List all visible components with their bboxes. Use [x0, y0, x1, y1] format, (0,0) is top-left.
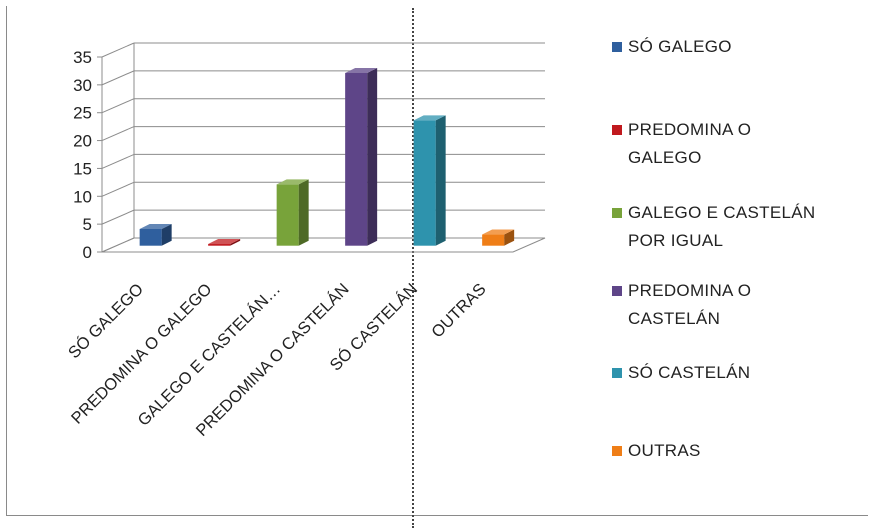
y-tick-label: 5 — [83, 215, 92, 234]
y-tick-label: 20 — [73, 132, 92, 151]
bar-top — [413, 115, 446, 121]
x-category-label: PREDOMINA O GALEGO — [68, 280, 216, 428]
bar-front — [345, 72, 368, 246]
bar-side — [230, 239, 241, 246]
legend-label: OUTRAS — [628, 441, 701, 460]
bar-top — [276, 179, 309, 185]
y-tick-label: 25 — [73, 104, 92, 123]
legend-swatch — [612, 125, 622, 135]
x-category-label: OUTRAS — [428, 280, 489, 341]
legend-swatch — [612, 446, 622, 456]
legend-swatch — [612, 286, 622, 296]
legend-label: SÓ GALEGO — [628, 37, 732, 56]
bar-front — [139, 228, 162, 246]
legend-swatch — [612, 208, 622, 218]
bar-top — [482, 229, 515, 235]
bar-2 — [208, 239, 241, 246]
legend-item-5: SÓ CASTELÁN — [612, 363, 750, 382]
bar-front — [413, 120, 436, 246]
bar-side — [504, 229, 515, 246]
bar-side — [298, 179, 309, 246]
y-tick-label: 35 — [73, 48, 92, 67]
y-axis-ticks: 0 5 10 15 20 25 30 35 — [73, 48, 92, 262]
legend-label: PREDOMINA O — [628, 281, 751, 300]
legend-item-6: OUTRAS — [612, 441, 701, 460]
bar-4 — [345, 67, 378, 246]
gridline-side — [101, 209, 135, 225]
bar-side — [367, 67, 378, 246]
gridline-side — [101, 126, 135, 142]
legend-label: CASTELÁN — [628, 309, 720, 328]
gridline-side — [101, 153, 135, 169]
legend-item-1: SÓ GALEGO — [612, 37, 732, 56]
legend-label: PREDOMINA O — [628, 120, 751, 139]
gridlines — [97, 42, 545, 253]
y-tick-label: 0 — [83, 243, 92, 262]
legend-swatch — [612, 368, 622, 378]
bar-front — [482, 234, 505, 246]
y-tick-label: 30 — [73, 76, 92, 95]
bar-side — [435, 115, 446, 246]
legend-item-2: PREDOMINA O GALEGO — [612, 120, 751, 167]
legend-label: POR IGUAL — [628, 231, 723, 250]
bars — [139, 67, 515, 246]
y-tick-label: 15 — [73, 159, 92, 178]
bar-side — [161, 223, 172, 246]
bar-top — [139, 223, 172, 229]
y-tick-label: 10 — [73, 187, 92, 206]
bar-3 — [276, 179, 309, 246]
x-category-label: GALEGO E CASTELÁN… — [134, 279, 284, 429]
legend-label: GALEGO — [628, 148, 702, 167]
legend-item-4: PREDOMINA O CASTELÁN — [612, 281, 751, 328]
legend-label: SÓ CASTELÁN — [628, 363, 750, 382]
legend-label: GALEGO E CASTELÁN — [628, 203, 815, 222]
bar-front — [276, 184, 299, 246]
legend: SÓ GALEGO PREDOMINA O GALEGO GALEGO E CASTE… — [612, 37, 815, 460]
gridline-side — [101, 42, 135, 58]
bar-front — [208, 244, 231, 246]
bar-5 — [413, 115, 446, 246]
gridline-side — [101, 70, 135, 86]
gridline-side — [101, 237, 135, 253]
gridline-side — [101, 181, 135, 197]
gridline-side — [101, 98, 135, 114]
chart-walls — [101, 43, 546, 253]
bar-top — [208, 239, 241, 245]
bar-1 — [139, 223, 172, 246]
bar-top — [345, 67, 378, 73]
bar-6 — [482, 229, 515, 246]
chart-frame — [6, 6, 868, 516]
legend-swatch — [612, 42, 622, 52]
legend-item-3: GALEGO E CASTELÁN POR IGUAL — [612, 203, 815, 250]
dotted-divider — [412, 8, 414, 528]
